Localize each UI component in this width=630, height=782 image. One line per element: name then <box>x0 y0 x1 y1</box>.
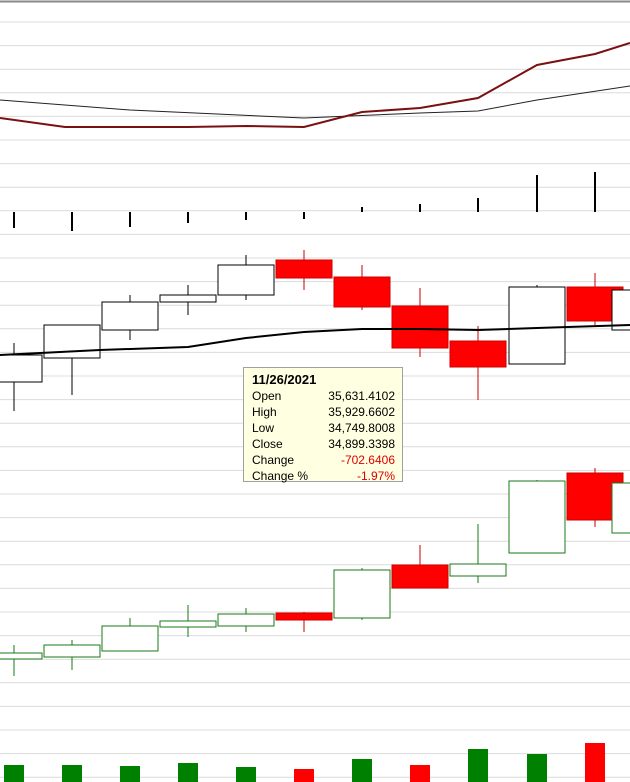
candle-body <box>0 652 43 660</box>
volume-bar <box>120 766 140 782</box>
tooltip-value: -702.6406 <box>340 453 395 467</box>
candle-body <box>275 612 333 621</box>
volume-bar <box>410 765 430 782</box>
tooltip-row: Change % -1.97% <box>252 468 395 484</box>
candle-body <box>0 354 43 383</box>
tooltip-row: Close 34,899.3398 <box>252 436 395 452</box>
candle-body <box>101 301 159 331</box>
volume-bar <box>352 759 372 782</box>
volume-bar <box>236 767 256 782</box>
candle-body <box>101 625 159 652</box>
tooltip-label: Change % <box>252 469 309 483</box>
tooltip-label: Open <box>252 389 282 403</box>
candle-body <box>449 340 507 368</box>
candle-body <box>217 264 275 296</box>
tooltip-row: Open 35,631.4102 <box>252 388 395 404</box>
candle-body <box>333 276 391 308</box>
candle-body <box>159 620 217 628</box>
tooltip-value: -1.97% <box>356 469 395 483</box>
candle-body <box>275 259 333 279</box>
volume-bar <box>62 765 82 782</box>
volume-bar <box>468 749 488 782</box>
candle-body <box>159 294 217 303</box>
tooltip-row: Change -702.6406 <box>252 452 395 468</box>
tooltip-value: 35,631.4102 <box>328 389 395 403</box>
volume-bar <box>4 765 24 782</box>
volume-bar <box>178 763 198 782</box>
volume-bar <box>527 754 547 782</box>
indicator-line <box>0 85 630 119</box>
indicator-line <box>0 42 630 129</box>
candle-body <box>508 480 566 554</box>
volume-bar <box>294 769 314 782</box>
tooltip-label: Low <box>252 421 275 435</box>
candle-body <box>217 613 275 627</box>
moving-average <box>0 324 630 356</box>
tooltip: 11/26/2021 Open 35,631.4102 High 35,929.660… <box>243 367 403 484</box>
tooltip-label: Change <box>252 453 295 467</box>
tooltip-label: High <box>252 405 277 419</box>
volume-bar <box>585 743 605 782</box>
candle-body <box>611 289 630 331</box>
candle-body <box>508 286 566 365</box>
tooltip-value: 35,929.6602 <box>328 405 395 419</box>
tooltip-row: Low 34,749.8008 <box>252 420 395 436</box>
candle-body <box>333 569 391 619</box>
candle-body <box>391 564 449 589</box>
tooltip-value: 34,749.8008 <box>328 421 395 435</box>
candle-body <box>449 563 507 577</box>
candle-body <box>391 305 449 349</box>
tooltip-label: Close <box>252 437 283 451</box>
tooltip-row: High 35,929.6602 <box>252 404 395 420</box>
tooltip-value: 34,899.3398 <box>328 437 395 451</box>
tooltip-date: 11/26/2021 <box>252 372 317 387</box>
candle-body <box>43 644 101 658</box>
candle-body <box>611 482 630 534</box>
